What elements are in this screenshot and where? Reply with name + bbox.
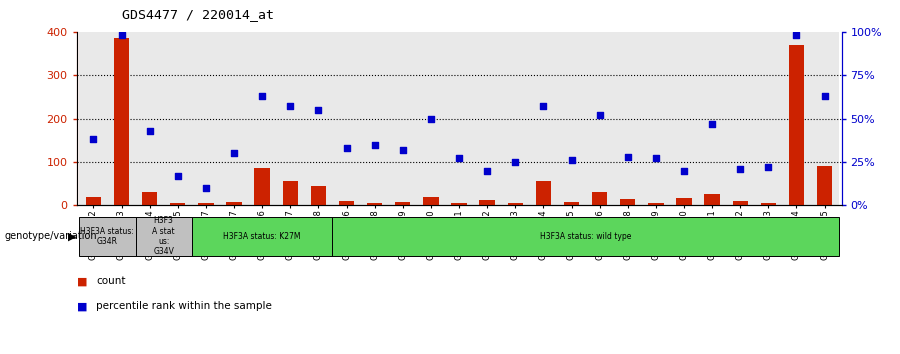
Bar <box>642 32 670 205</box>
Point <box>733 166 747 172</box>
Text: genotype/variation: genotype/variation <box>4 231 97 241</box>
Text: count: count <box>96 276 126 286</box>
Bar <box>423 197 438 205</box>
Text: ▶: ▶ <box>68 231 76 241</box>
Bar <box>676 198 692 205</box>
Bar <box>79 32 107 205</box>
Bar <box>107 32 136 205</box>
Bar <box>508 203 523 205</box>
Bar <box>142 192 157 205</box>
Point <box>142 128 157 133</box>
Text: H3F3A status: wild type: H3F3A status: wild type <box>540 232 631 241</box>
Point <box>817 93 832 99</box>
Bar <box>192 32 220 205</box>
Bar <box>164 32 192 205</box>
Bar <box>788 45 805 205</box>
Point <box>255 93 269 99</box>
Bar <box>276 32 304 205</box>
Point <box>620 154 634 160</box>
Bar <box>367 203 382 205</box>
Point <box>171 173 185 179</box>
Point <box>339 145 354 151</box>
Bar <box>332 32 361 205</box>
FancyBboxPatch shape <box>332 217 839 256</box>
Point <box>564 158 579 163</box>
Text: ■: ■ <box>76 276 87 286</box>
Bar <box>338 201 355 205</box>
Bar <box>698 32 726 205</box>
Bar <box>586 32 614 205</box>
Point <box>114 33 129 38</box>
Point <box>508 159 522 165</box>
FancyBboxPatch shape <box>79 217 136 256</box>
Bar <box>670 32 698 205</box>
Bar <box>451 203 467 205</box>
Point <box>789 33 804 38</box>
Point <box>311 107 326 113</box>
Bar <box>417 32 445 205</box>
Point <box>395 147 410 153</box>
Bar <box>705 194 720 205</box>
Bar <box>817 166 833 205</box>
Text: ■: ■ <box>76 301 87 311</box>
Point <box>705 121 719 127</box>
Point <box>536 104 551 109</box>
Bar <box>389 32 417 205</box>
Bar <box>310 186 326 205</box>
Bar <box>480 200 495 205</box>
Bar <box>198 203 213 205</box>
Bar <box>726 32 754 205</box>
Bar <box>563 202 580 205</box>
Bar <box>226 202 242 205</box>
Point <box>367 142 382 147</box>
Bar <box>782 32 811 205</box>
Point <box>199 185 213 191</box>
Bar <box>220 32 248 205</box>
Bar <box>136 32 164 205</box>
Point <box>424 116 438 121</box>
Bar <box>361 32 389 205</box>
Bar <box>760 203 776 205</box>
FancyBboxPatch shape <box>192 217 332 256</box>
Point <box>480 168 494 173</box>
Bar <box>170 203 185 205</box>
Point <box>592 112 607 118</box>
Bar <box>473 32 501 205</box>
Bar <box>620 199 635 205</box>
Bar <box>811 32 839 205</box>
Bar <box>733 201 748 205</box>
Bar <box>536 182 551 205</box>
Bar <box>529 32 557 205</box>
Point <box>452 156 466 161</box>
Bar <box>754 32 782 205</box>
Bar <box>501 32 529 205</box>
Point <box>227 150 241 156</box>
Point <box>86 137 101 142</box>
Bar <box>648 203 663 205</box>
Bar <box>283 182 298 205</box>
Bar <box>445 32 473 205</box>
Text: H3F3A status:
G34R: H3F3A status: G34R <box>80 227 134 246</box>
Bar <box>255 169 270 205</box>
Bar <box>395 202 410 205</box>
Text: GDS4477 / 220014_at: GDS4477 / 220014_at <box>122 8 274 21</box>
Bar <box>304 32 332 205</box>
Text: percentile rank within the sample: percentile rank within the sample <box>96 301 272 311</box>
Bar <box>592 192 608 205</box>
Text: H3F3A status: K27M: H3F3A status: K27M <box>223 232 301 241</box>
Point <box>761 164 776 170</box>
Bar <box>614 32 642 205</box>
Bar <box>557 32 586 205</box>
Text: H3F3
A stat
us:
G34V: H3F3 A stat us: G34V <box>152 216 175 256</box>
Bar <box>86 197 101 205</box>
Point <box>677 168 691 173</box>
Point <box>283 104 297 109</box>
FancyBboxPatch shape <box>136 217 192 256</box>
Point <box>649 156 663 161</box>
Bar <box>113 38 130 205</box>
Bar <box>248 32 276 205</box>
